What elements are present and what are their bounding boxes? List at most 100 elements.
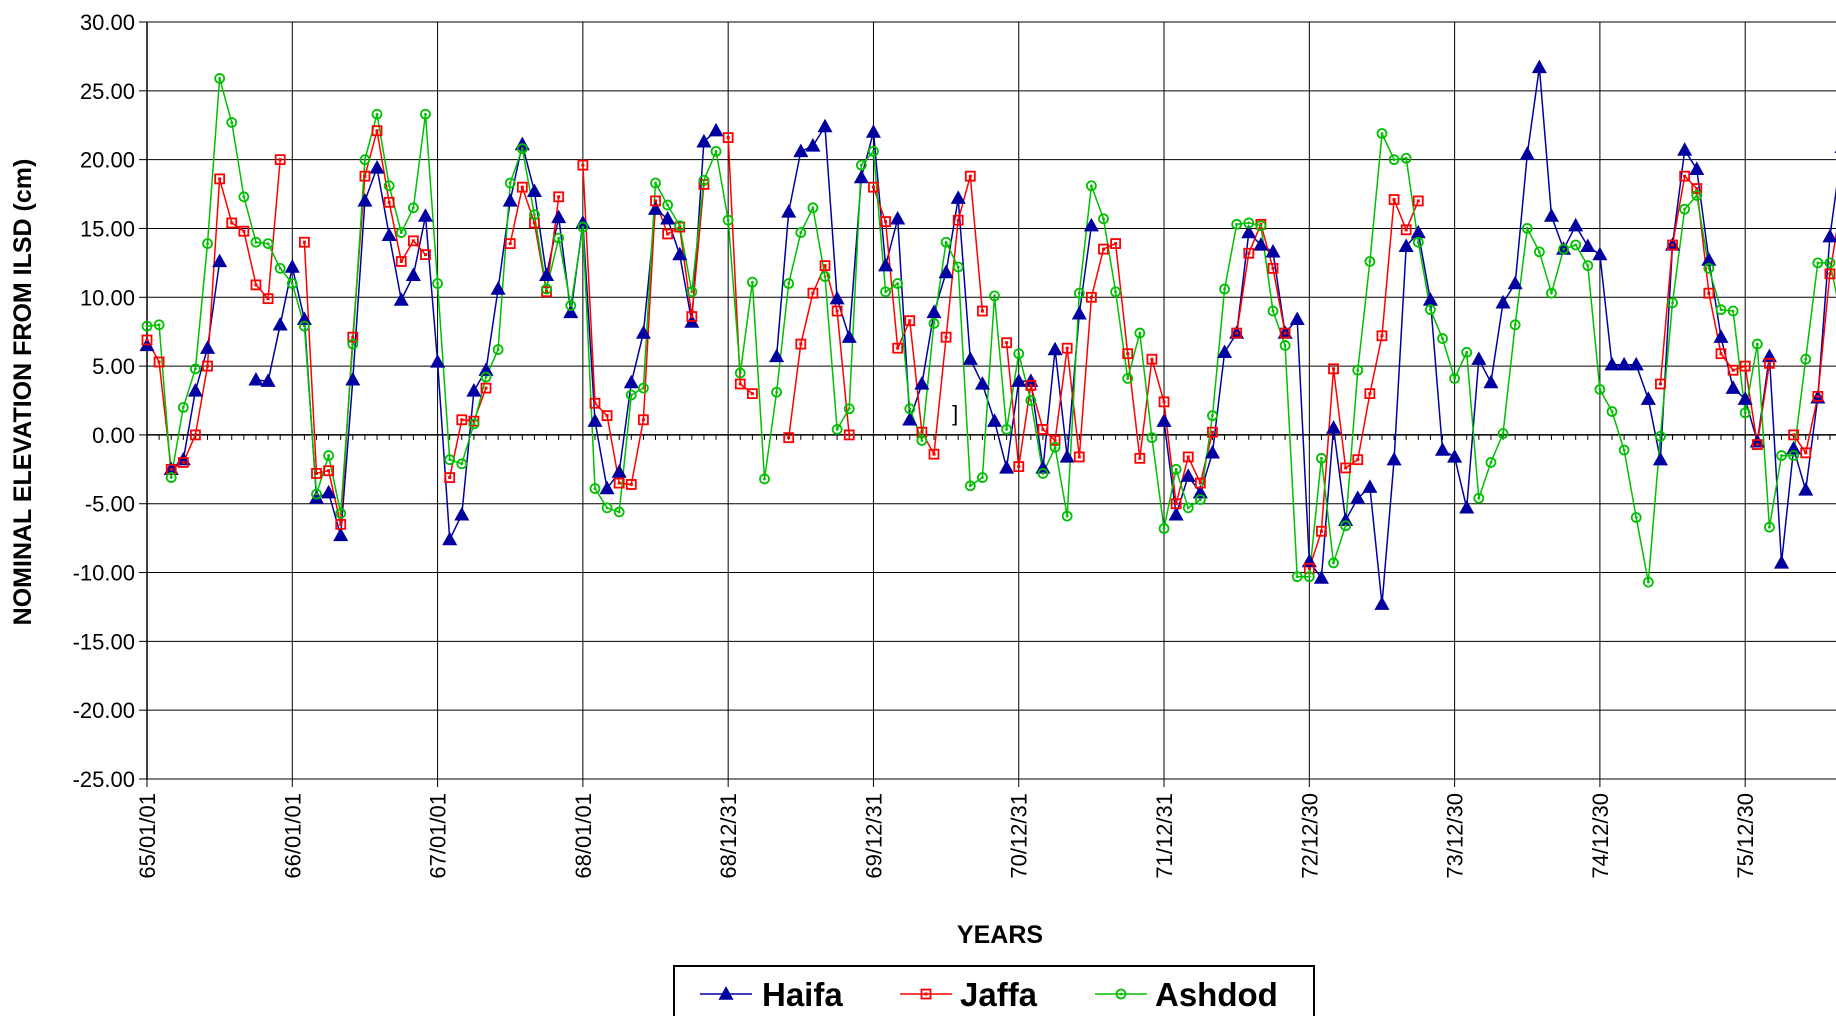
square-marker-center [266, 297, 270, 301]
circle-marker-center [315, 492, 318, 496]
circle-marker [771, 386, 782, 398]
square-marker [831, 305, 843, 317]
circle-marker [734, 367, 746, 379]
square-marker-center [145, 338, 149, 342]
square-marker [444, 472, 456, 483]
circle-marker-center [1102, 217, 1105, 221]
circle-marker-center [1150, 436, 1154, 440]
circle-marker-center [763, 477, 766, 481]
circle-marker-center [944, 240, 948, 244]
circle-marker-center [884, 290, 887, 294]
square-marker [1279, 327, 1291, 339]
circle-marker [1424, 304, 1436, 316]
triangle-marker [1447, 449, 1463, 463]
circle-marker [807, 202, 819, 214]
chart-annotation: ] [952, 401, 958, 426]
square-marker [601, 410, 613, 422]
circle-marker [492, 344, 504, 355]
square-marker [1388, 194, 1400, 205]
square-marker [1085, 291, 1097, 303]
circle-marker-center [1610, 410, 1614, 413]
square-marker-center [278, 158, 282, 162]
square-marker-center [1695, 187, 1699, 191]
square-marker [904, 315, 916, 327]
triangle-marker [393, 292, 409, 306]
circle-marker [1558, 243, 1569, 255]
circle-marker [286, 278, 298, 289]
circle-marker-center [230, 121, 234, 124]
circle-marker [262, 238, 274, 249]
triangle-marker [781, 204, 797, 218]
square-marker-center [1017, 465, 1021, 469]
triangle-marker [551, 209, 567, 224]
triangle-marker [708, 122, 724, 137]
circle-marker-center [908, 407, 912, 411]
circle-marker [1231, 218, 1243, 230]
triangle-marker [647, 201, 664, 215]
triangle-marker [1217, 344, 1233, 359]
circle-marker [565, 300, 577, 311]
circle-marker-center [1017, 352, 1021, 356]
circle-marker-center [545, 287, 548, 291]
triangle-marker [175, 451, 191, 466]
circle-marker-center [1307, 575, 1311, 579]
square-marker-center [1356, 458, 1360, 462]
circle-marker-center [1646, 580, 1650, 584]
circle-marker-center [1501, 432, 1505, 435]
square-marker [1170, 498, 1182, 510]
square-marker [577, 159, 589, 171]
triangle-marker [599, 480, 615, 495]
triangle-marker [853, 169, 869, 184]
circle-marker [1279, 340, 1291, 351]
circle-marker-center [533, 213, 536, 217]
y-tick-label: -5.00 [85, 492, 135, 517]
circle-marker [1679, 203, 1691, 215]
circle-marker [202, 238, 213, 249]
y-tick-label: 10.00 [80, 285, 135, 310]
circle-marker-center [1707, 266, 1711, 270]
circle-marker [226, 117, 238, 128]
circle-marker [420, 108, 431, 120]
circle-marker [759, 473, 770, 485]
circle-marker [916, 435, 928, 446]
triangle-marker [950, 190, 966, 204]
y-tick-label: 0.00 [92, 423, 135, 448]
square-marker-center [641, 418, 645, 422]
circle-marker [892, 278, 904, 289]
circle-marker [868, 145, 879, 157]
triangle-marker [1313, 570, 1329, 584]
circle-marker [880, 286, 891, 298]
circle-marker-center [1755, 342, 1759, 346]
triangle-marker [986, 413, 1003, 427]
square-marker-center [924, 992, 928, 996]
square-marker [1037, 424, 1049, 435]
square-marker [456, 414, 468, 426]
square-marker-center [956, 218, 960, 222]
square-marker-center [254, 283, 258, 287]
circle-marker [1509, 319, 1521, 331]
circle-marker-center [194, 367, 197, 371]
x-tick-label: 66/01/01 [280, 793, 305, 879]
y-tick-label: 5.00 [92, 354, 135, 379]
circle-marker-center [339, 511, 343, 515]
square-marker-center [811, 291, 815, 295]
triangle-marker [1689, 161, 1705, 175]
haifa-line-segment [1163, 66, 1836, 605]
circle-marker [1703, 262, 1715, 274]
square-marker [311, 468, 322, 479]
circle-marker-center [654, 181, 657, 185]
circle-marker-center [1477, 496, 1481, 500]
square-marker-center [472, 419, 476, 423]
circle-marker-center [750, 280, 754, 284]
circle-marker-center [1283, 344, 1287, 347]
square-marker-center [1816, 394, 1820, 398]
square-marker [1667, 239, 1678, 251]
triangle-marker [321, 484, 337, 499]
circle-marker [1776, 450, 1787, 461]
circle-marker-center [1719, 308, 1723, 312]
circle-marker [1025, 395, 1037, 406]
circle-marker-center [932, 322, 936, 325]
circle-marker [141, 320, 153, 332]
circle-marker [1061, 510, 1073, 522]
